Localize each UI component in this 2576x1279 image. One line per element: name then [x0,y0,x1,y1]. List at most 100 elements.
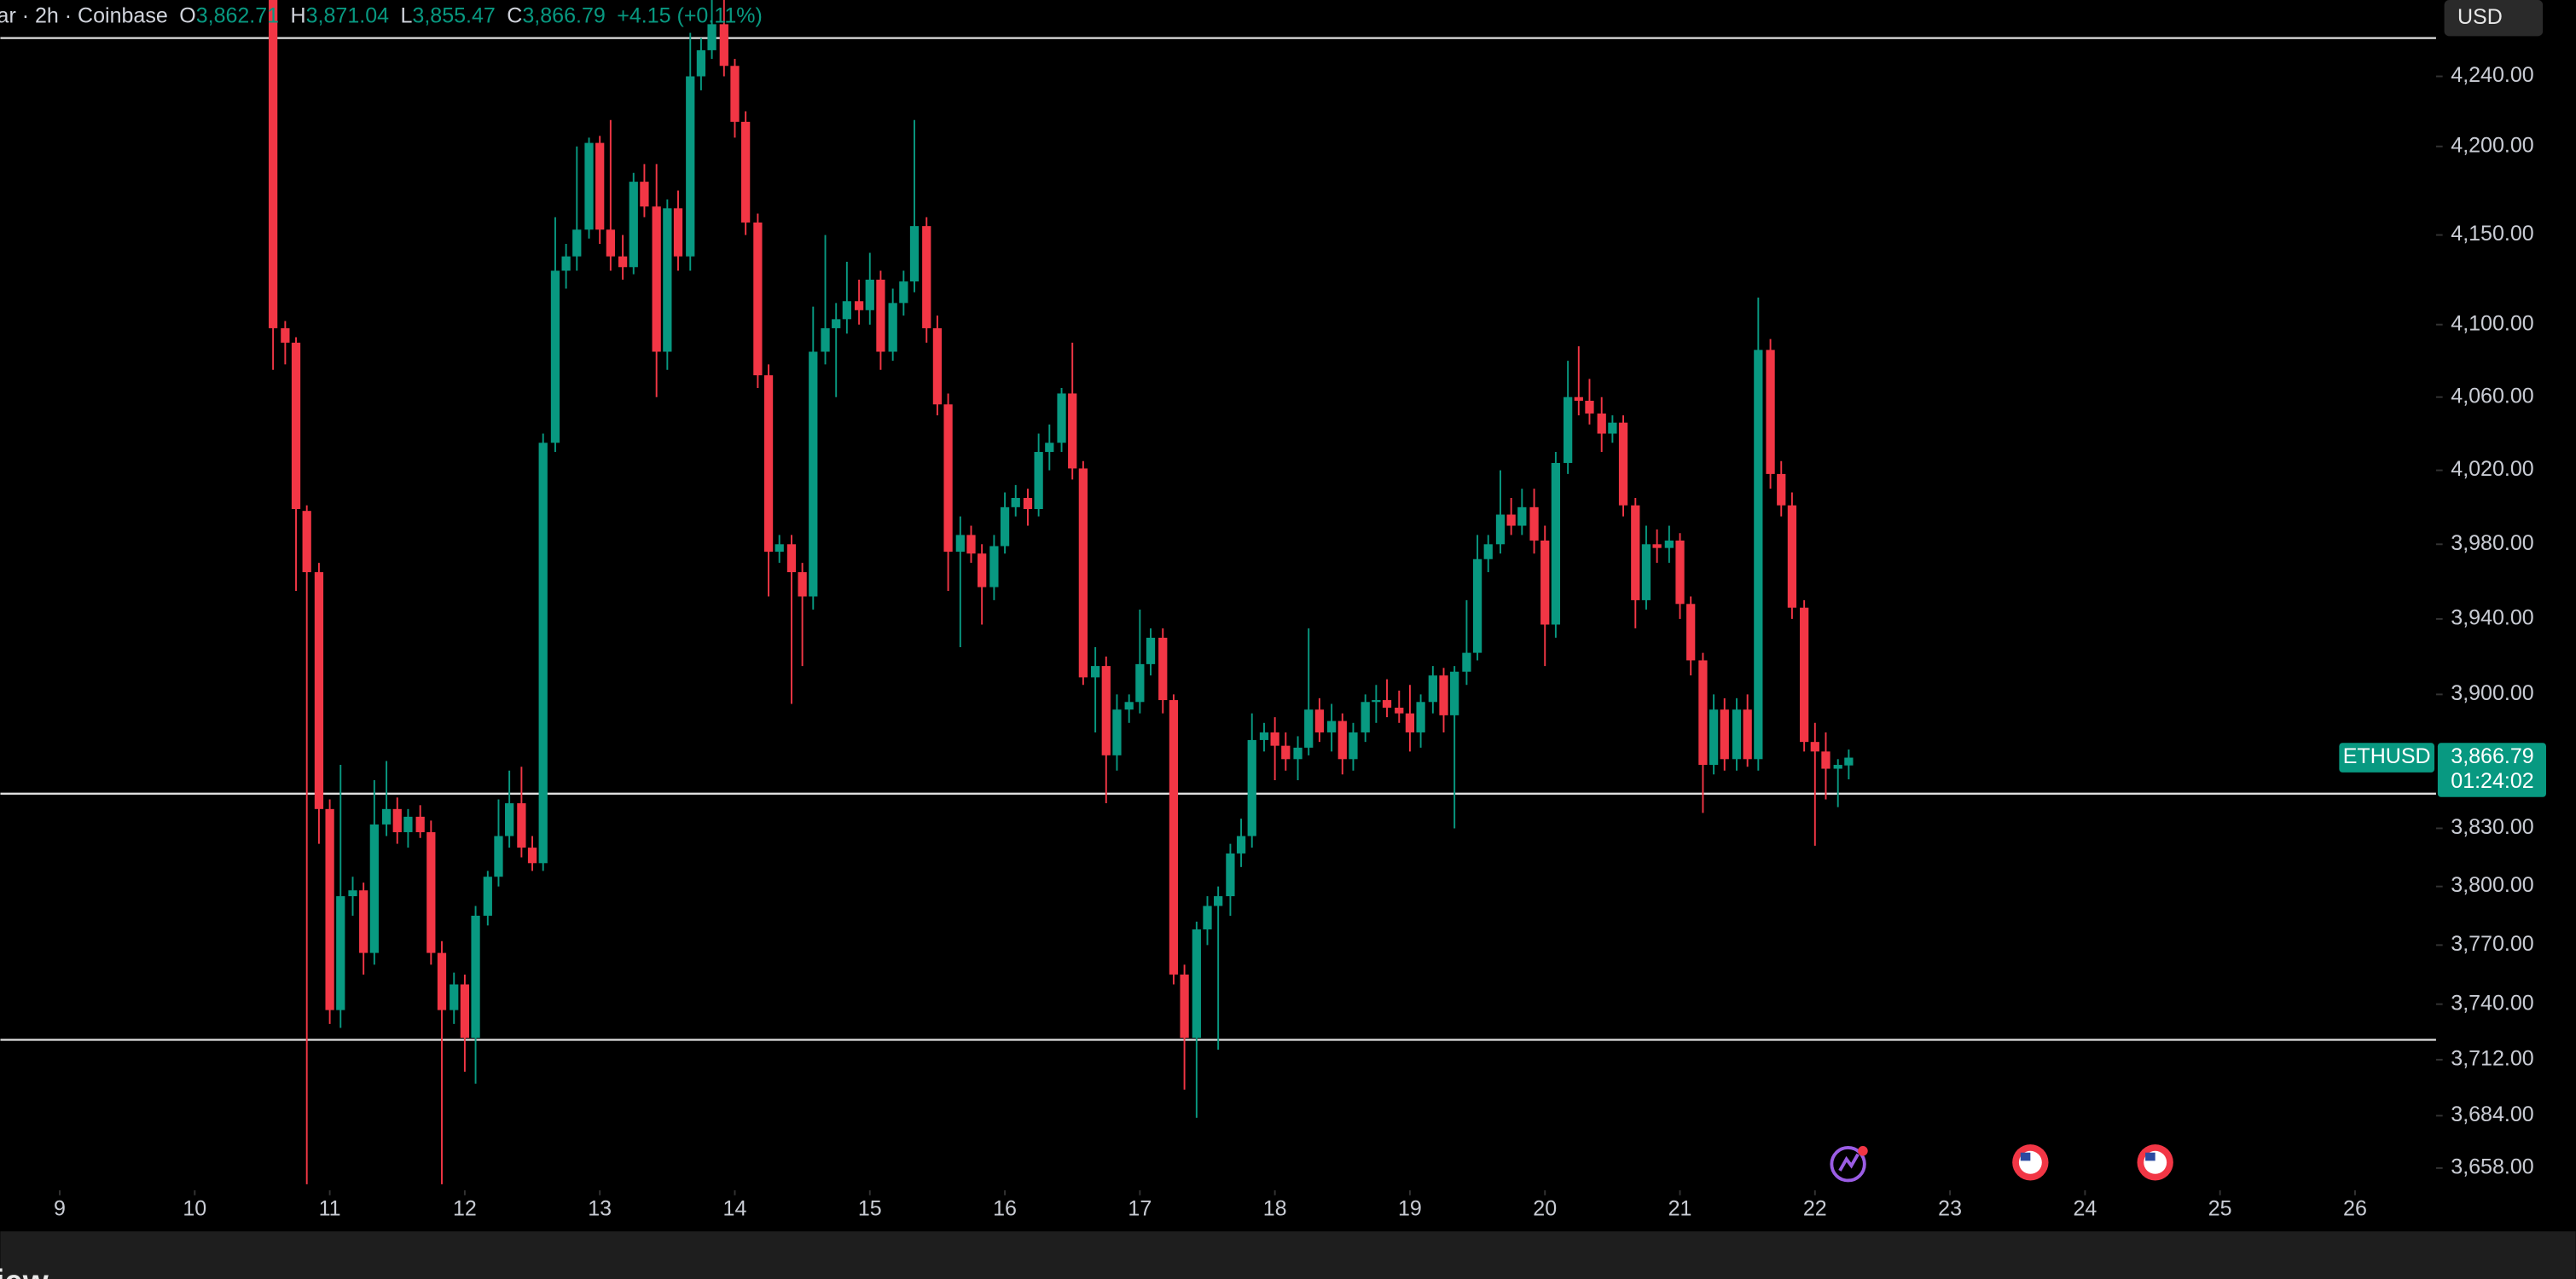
us-flag-canton [2145,1152,2155,1161]
x-tick-label: 18 [1263,1197,1287,1221]
candle-body [798,572,807,597]
x-tick-label: 21 [1668,1197,1692,1221]
candle-body [584,142,594,230]
y-tick-label: 3,658.00 [2451,1155,2533,1179]
candle-body [1314,709,1325,732]
x-tick-label: 22 [1803,1197,1827,1221]
x-tick-label: 23 [1938,1197,1962,1221]
candle-body [381,808,392,825]
x-tick-label: 14 [723,1197,747,1221]
candle-body [1720,709,1729,760]
candle-body [1023,497,1033,509]
candle-body [471,915,480,1039]
candle-body [1259,732,1269,740]
ohlc-value: 3,855.47 [412,3,495,27]
candle-body [1361,702,1370,732]
candle-body [1101,666,1111,755]
symbol-badge [2339,743,2435,773]
ohlc-value: 3,866.79 [522,3,605,27]
candle-body [325,808,334,1010]
header-legend: ar · 2h · Coinbase O3,862.71 H3,871.04 L3,8… [0,3,763,27]
candle-body [1395,707,1404,714]
candle-body [1226,853,1235,897]
candle-body [1540,540,1550,625]
candle-body [281,327,290,343]
candle-body [753,222,763,376]
candle-body [561,256,571,271]
x-tick-label: 9 [54,1197,66,1221]
candle-body [1810,742,1819,752]
candle-body [494,836,503,877]
spark-icon-glyph [1838,1153,1859,1172]
candle-body [403,816,413,832]
candle-body [1517,506,1527,526]
candle-body [1405,713,1415,732]
candle-body [483,877,492,916]
price-badge-text: 3,866.79 [2451,744,2533,768]
x-tick-label: 26 [2343,1197,2367,1221]
candle-body [1090,666,1100,678]
ohlc-value: 3,862.71 [196,3,279,27]
candle-body [1754,350,1763,760]
y-tick-label: 4,150.00 [2451,222,2533,246]
candle-body [888,303,897,352]
candle-body [673,208,683,257]
candle-body [1192,929,1201,1039]
y-tick-label: 3,980.00 [2451,531,2533,555]
change-value: +4.15 (+0.11%) [617,3,763,27]
ohlc-key: O [179,3,195,27]
x-tick-label: 12 [453,1197,477,1221]
y-tick-label: 3,830.00 [2451,815,2533,839]
candle-body [1078,468,1088,678]
candle-body [640,182,649,207]
x-tick-label: 15 [858,1197,882,1221]
event-icons [1830,1144,2173,1183]
symbol-badge-text: ETHUSD [2343,744,2431,768]
y-tick-label: 3,770.00 [2451,932,2533,956]
candle-body [1270,732,1279,746]
candle-body [865,279,874,310]
candle-body [618,256,628,268]
candle-body [955,535,965,553]
candle-body [302,511,311,573]
candle-body [1529,506,1539,541]
candle-body [1169,700,1179,975]
ohlc-key: H [291,3,306,27]
y-tick-label: 4,200.00 [2451,133,2533,157]
currency-label[interactable]: USD [2457,5,2503,29]
candle-body [652,206,661,352]
candle-body [786,544,797,573]
candle-body [1574,396,1583,401]
candle-body [1766,350,1775,474]
candle-body [1337,721,1347,760]
candle-body [1675,540,1685,605]
candle-body [741,121,751,223]
candle-body [1506,514,1516,526]
ohlc-value: 3,871.04 [306,3,389,27]
candle-body [1709,709,1719,766]
candle-body [876,279,885,352]
background [0,0,2575,1231]
candle-body [1450,671,1459,715]
candle-body [291,342,301,509]
spark-icon[interactable] [1830,1146,1866,1183]
candle-body [1293,747,1303,760]
candle-body [1057,393,1066,443]
candle-body [1698,660,1708,766]
currency-button[interactable] [2444,0,2544,37]
candle-body [1304,709,1314,748]
candle-body [1349,732,1358,760]
candle-body [821,327,830,352]
symbol-label: ar · 2h · Coinbase [0,3,168,27]
candle-body [550,270,560,443]
candle-body [268,0,278,328]
candle-body [989,546,999,587]
candle-body [392,808,402,832]
candle-body [1551,462,1561,625]
candle-body [1000,506,1010,547]
candle-body [1462,652,1471,672]
candle-body [527,848,537,864]
y-tick-label: 3,740.00 [2451,991,2533,1015]
candle-body [517,803,526,848]
candle-body [505,803,514,836]
